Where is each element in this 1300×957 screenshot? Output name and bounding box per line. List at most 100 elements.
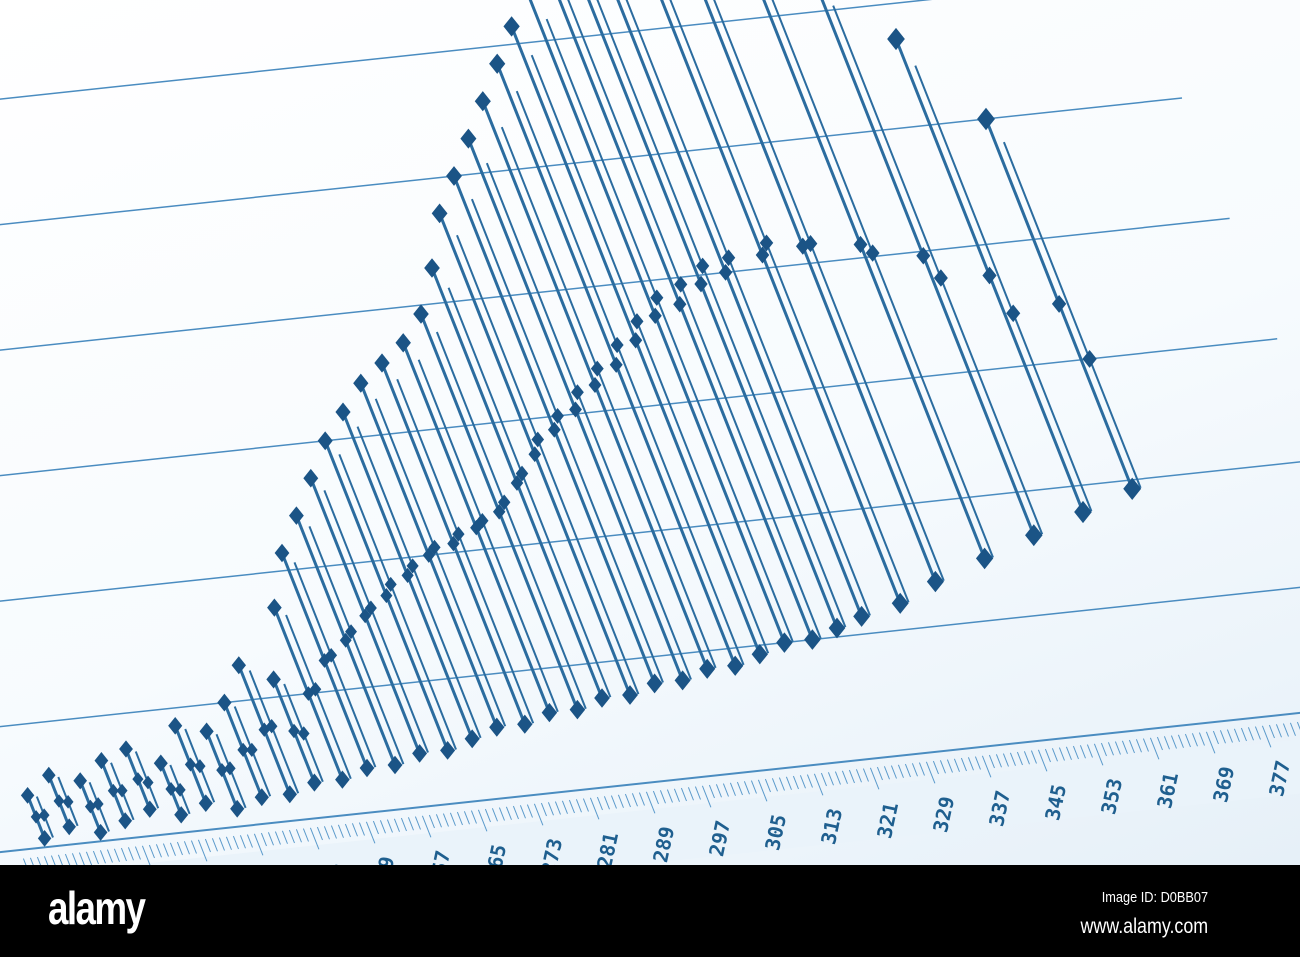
data-point-high (460, 128, 477, 149)
data-point-mid (288, 723, 300, 739)
data-point-low (254, 788, 269, 807)
data-point-mid (116, 783, 128, 798)
data-point-low (674, 670, 691, 691)
ruler-tick (554, 801, 561, 815)
ruler-tick (218, 837, 225, 851)
data-point-mid (933, 269, 948, 287)
ruler-tick (260, 832, 267, 847)
ruler-tick (1142, 738, 1149, 752)
ruler-tick (372, 820, 379, 835)
ruler-tick (694, 786, 701, 800)
gridline (0, 711, 1300, 854)
data-point-low (891, 592, 909, 614)
data-point-mid (569, 401, 582, 418)
ruler-tick (407, 817, 414, 831)
data-point-high (168, 717, 183, 735)
ruler-tick (1184, 733, 1191, 748)
ruler-tick (232, 835, 239, 850)
data-point-mid (695, 257, 710, 275)
data-point-mid (1051, 294, 1067, 313)
gridline (0, 461, 1300, 602)
data-point-mid (571, 384, 584, 401)
ruler-tick (1086, 744, 1093, 758)
ruler-tick (162, 843, 169, 857)
ruler-tick (729, 782, 736, 796)
data-point-mid (309, 681, 322, 697)
ruler-tick (386, 819, 393, 833)
series-line (713, 0, 945, 582)
ruler-tick (666, 789, 673, 803)
data-point-mid (916, 246, 931, 265)
ruler-tick (176, 841, 183, 856)
ruler-tick (1065, 746, 1072, 760)
data-point-low (174, 806, 189, 824)
data-point-high (489, 53, 506, 74)
ruler-tick (337, 824, 344, 838)
data-point-high (42, 766, 56, 784)
ruler-tick (211, 838, 218, 852)
data-point-mid (165, 782, 177, 796)
ruler-tick (330, 825, 337, 839)
series-line (308, 526, 405, 765)
ruler-tick (792, 775, 799, 790)
series-line (530, 54, 770, 654)
x-tick-label: 257 (424, 848, 455, 865)
gridline (0, 217, 1230, 351)
ruler-tick (673, 788, 680, 802)
data-point-mid (630, 313, 644, 330)
ruler-tick (1058, 747, 1065, 761)
ruler-tick (855, 769, 862, 783)
watermark-bar: alamy Image ID: D0BB07 www.alamy.com (0, 865, 1300, 957)
ruler-tick (393, 818, 400, 832)
data-point-high (217, 693, 232, 712)
ruler-tick (820, 772, 827, 787)
ruler-tick (400, 817, 407, 832)
data-point-low (307, 773, 322, 792)
ruler-tick (1205, 731, 1216, 754)
data-point-high (446, 166, 462, 186)
ruler-tick (638, 792, 645, 806)
data-point-mid (92, 797, 104, 811)
ruler-tick (491, 808, 498, 822)
data-point-mid (62, 795, 74, 809)
ruler-tick (631, 793, 638, 807)
data-point-mid (406, 558, 419, 574)
ruler-tick (785, 776, 792, 790)
ruler-tick (645, 791, 656, 814)
axis-ruler (130, 739, 1300, 865)
ruler-tick (190, 840, 197, 854)
data-point-low (359, 758, 375, 778)
ruler-tick (596, 796, 603, 811)
data-point-low (93, 823, 108, 841)
data-point-mid (588, 376, 602, 394)
ruler-tick (862, 768, 869, 782)
ruler-tick (1212, 730, 1219, 745)
data-point-mid (84, 799, 96, 814)
data-point-high (94, 752, 109, 770)
ruler-tick (421, 815, 432, 838)
data-point-mid (590, 360, 604, 377)
ruler-tick (1114, 741, 1121, 755)
ruler-tick (267, 832, 274, 846)
data-point-low (118, 812, 133, 830)
ruler-tick (183, 841, 190, 855)
site-url: www.alamy.com (1080, 915, 1208, 938)
ruler-tick (848, 769, 855, 784)
ruler-tick (127, 847, 134, 861)
ruler-tick (1247, 727, 1254, 741)
chart: 2412492572652732812892973053133213293373… (0, 0, 1300, 865)
ruler-tick (1128, 739, 1135, 754)
data-point-low (489, 717, 505, 737)
ruler-tick (1121, 740, 1128, 754)
ruler-tick (715, 784, 722, 798)
series-line (1002, 141, 1142, 489)
series-line (356, 426, 482, 739)
ruler-tick (456, 811, 463, 826)
ruler-tick (36, 856, 42, 865)
ruler-tick (64, 853, 71, 865)
data-point-mid (674, 276, 688, 293)
x-tick-label: 265 (480, 842, 511, 865)
gridline (0, 97, 1183, 226)
series-line (323, 490, 429, 753)
data-point-low (569, 699, 586, 720)
